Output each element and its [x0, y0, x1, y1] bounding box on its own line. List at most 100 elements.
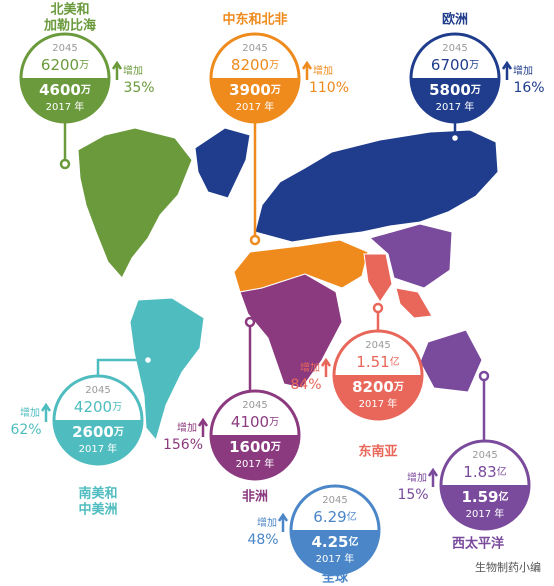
southeast-asia — [395, 287, 433, 319]
increase-label: 增加 — [123, 64, 143, 77]
badge-bottom — [411, 78, 499, 122]
future-unit: 亿 — [497, 465, 507, 478]
current-value: 2600万 — [72, 423, 124, 441]
badge-top — [411, 34, 499, 78]
current-unit: 万 — [80, 84, 91, 96]
increase-value: 84% — [290, 377, 321, 393]
future-value: 6.29亿 — [313, 508, 356, 526]
future-year: 2045 — [242, 43, 267, 54]
future-year: 2045 — [242, 400, 267, 411]
current-year: 2017 年 — [316, 552, 355, 565]
badge-top — [21, 34, 109, 78]
connector-ring — [142, 354, 154, 366]
connector-ring — [244, 316, 256, 328]
future-number: 1.51 — [356, 353, 389, 371]
region-name: 南美和 — [78, 486, 117, 502]
future-unit: 万 — [269, 60, 279, 71]
badge-ring — [52, 374, 144, 466]
current-number: 4.25 — [311, 533, 348, 551]
badge-bottom — [211, 435, 299, 479]
current-unit: 万 — [270, 441, 281, 453]
watermark: 生物制药小编 — [475, 560, 541, 574]
australia — [419, 329, 483, 393]
connector-ring — [372, 302, 384, 314]
current-number: 8200 — [352, 378, 394, 396]
increase-arrow — [427, 467, 439, 487]
current-year: 2017 年 — [46, 100, 85, 113]
badge-ring — [209, 32, 301, 124]
future-value: 8200万 — [231, 56, 279, 74]
current-unit: 万 — [393, 381, 404, 393]
future-value: 6200万 — [41, 56, 89, 74]
badge-top — [211, 391, 299, 435]
future-value: 1.51亿 — [356, 353, 399, 371]
current-year: 2017 年 — [79, 442, 118, 455]
badge-bottom — [441, 485, 529, 529]
increase-value: 16% — [513, 80, 544, 96]
future-value: 1.83亿 — [463, 463, 506, 481]
future-unit: 万 — [79, 60, 89, 71]
region-name: 西太平洋 — [452, 536, 504, 552]
future-year: 2045 — [322, 495, 347, 506]
increase-label: 增加 — [177, 421, 197, 434]
current-year: 2017 年 — [436, 100, 475, 113]
current-unit: 万 — [270, 84, 281, 96]
current-value: 5800万 — [429, 81, 481, 99]
future-number: 6700 — [431, 56, 469, 74]
region-name: 加勒比海 — [43, 18, 96, 34]
badge-ring — [209, 389, 301, 481]
future-unit: 亿 — [347, 510, 357, 523]
current-value: 1.59亿 — [461, 488, 508, 506]
current-year: 2017 年 — [236, 100, 275, 113]
badge-bottom — [291, 530, 379, 574]
badge-bottom — [21, 78, 109, 122]
future-year: 2045 — [442, 43, 467, 54]
badge-ring — [332, 329, 424, 421]
future-year: 2045 — [85, 385, 110, 396]
current-value: 4600万 — [39, 81, 91, 99]
current-value: 8200万 — [352, 378, 404, 396]
badge-top — [441, 441, 529, 485]
current-value: 1600万 — [229, 438, 281, 456]
current-number: 1.59 — [461, 488, 498, 506]
increase-arrow — [501, 60, 513, 80]
increase-arrow — [40, 402, 52, 422]
current-unit: 亿 — [499, 490, 509, 503]
current-unit: 亿 — [349, 535, 359, 548]
badge-bottom — [54, 420, 142, 464]
badge-ring — [439, 439, 531, 531]
badge-ring — [409, 32, 501, 124]
future-number: 6.29 — [313, 508, 346, 526]
region-name: 东南亚 — [358, 444, 397, 460]
increase-value: 15% — [397, 487, 428, 503]
future-value: 4200万 — [74, 398, 122, 416]
future-value: 4100万 — [231, 413, 279, 431]
current-number: 4600 — [39, 81, 81, 99]
current-unit: 万 — [470, 84, 481, 96]
badge-top — [291, 486, 379, 530]
increase-label: 增加 — [313, 64, 333, 77]
current-number: 3900 — [229, 81, 271, 99]
current-unit: 万 — [113, 426, 124, 438]
future-unit: 万 — [469, 60, 479, 71]
increase-value: 48% — [247, 532, 278, 548]
connectors — [59, 122, 490, 441]
increase-label: 增加 — [257, 516, 277, 529]
increase-label: 增加 — [20, 406, 40, 419]
east-asia — [368, 223, 453, 289]
current-value: 4.25亿 — [311, 533, 358, 551]
world-map — [77, 127, 499, 442]
future-unit: 万 — [269, 417, 279, 428]
badge-top — [211, 34, 299, 78]
europe-russia — [254, 129, 499, 243]
future-unit: 万 — [112, 402, 122, 413]
current-number: 2600 — [72, 423, 114, 441]
badge-ring — [19, 32, 111, 124]
connector-ring — [449, 132, 461, 144]
